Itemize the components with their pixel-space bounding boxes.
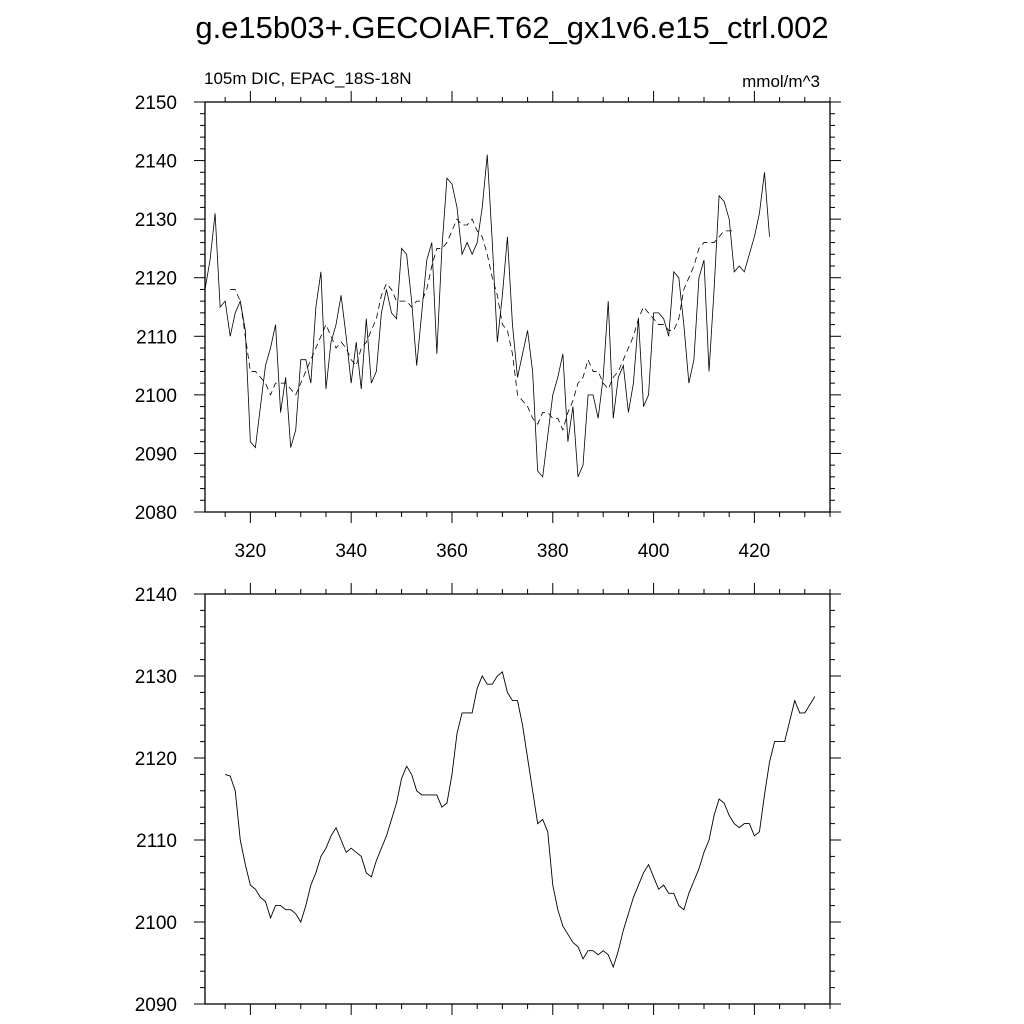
top-chart-series xyxy=(204,154,770,478)
bottom-y-tick-label: 2090 xyxy=(135,995,177,1016)
top-chart-units: mmol/m^3 xyxy=(742,72,820,91)
top-chart-subtitle-left: 105m DIC, EPAC_18S-18N xyxy=(204,69,412,88)
bottom-y-tick-label: 2110 xyxy=(136,831,177,852)
top-y-tick-label: 2120 xyxy=(135,269,177,290)
top-x-tick-label: 360 xyxy=(436,541,468,562)
bottom-y-tick-label: 2130 xyxy=(135,667,177,688)
top-line-chart: 105m DIC, EPAC_18S-18N mmol/m^3 320 340 36… xyxy=(135,69,841,562)
bottom-chart-ticks xyxy=(194,583,841,1015)
top-chart-tick-labels: 320 340 360 380 400 420 2080 2090 2100 2110 2120 21… xyxy=(135,93,771,562)
bottom-line-chart: 2090 2100 2110 2120 2130 2140 xyxy=(135,583,841,1016)
top-y-tick-label: 2110 xyxy=(136,327,177,348)
top-y-tick-label: 2090 xyxy=(135,444,177,465)
top-y-tick-label: 2130 xyxy=(135,210,177,231)
top-x-tick-label: 400 xyxy=(638,541,670,562)
bottom-chart-series xyxy=(225,671,816,969)
top-y-tick-label: 2080 xyxy=(135,503,177,524)
bottom-chart-tick-labels: 2090 2100 2110 2120 2130 2140 xyxy=(135,585,177,1016)
top-series-line-1 xyxy=(230,218,735,432)
bottom-series-line-0 xyxy=(225,671,816,969)
bottom-y-tick-label: 2140 xyxy=(135,585,177,606)
figure-title: g.e15b03+.GECOIAF.T62_gx1v6.e15_ctrl.002 xyxy=(195,10,828,45)
top-x-tick-label: 380 xyxy=(537,541,569,562)
bottom-y-tick-label: 2100 xyxy=(135,913,177,934)
top-chart-ticks xyxy=(194,91,841,523)
top-y-tick-label: 2140 xyxy=(135,152,177,173)
top-x-tick-label: 420 xyxy=(739,541,771,562)
top-y-tick-label: 2100 xyxy=(135,386,177,407)
bottom-y-tick-label: 2120 xyxy=(135,749,177,770)
top-y-tick-label: 2150 xyxy=(135,93,177,114)
top-chart-frame xyxy=(204,101,831,513)
top-x-tick-label: 340 xyxy=(335,541,367,562)
top-series-line-0 xyxy=(204,154,770,478)
top-x-tick-label: 320 xyxy=(235,541,267,562)
bottom-chart-frame xyxy=(204,593,831,1005)
